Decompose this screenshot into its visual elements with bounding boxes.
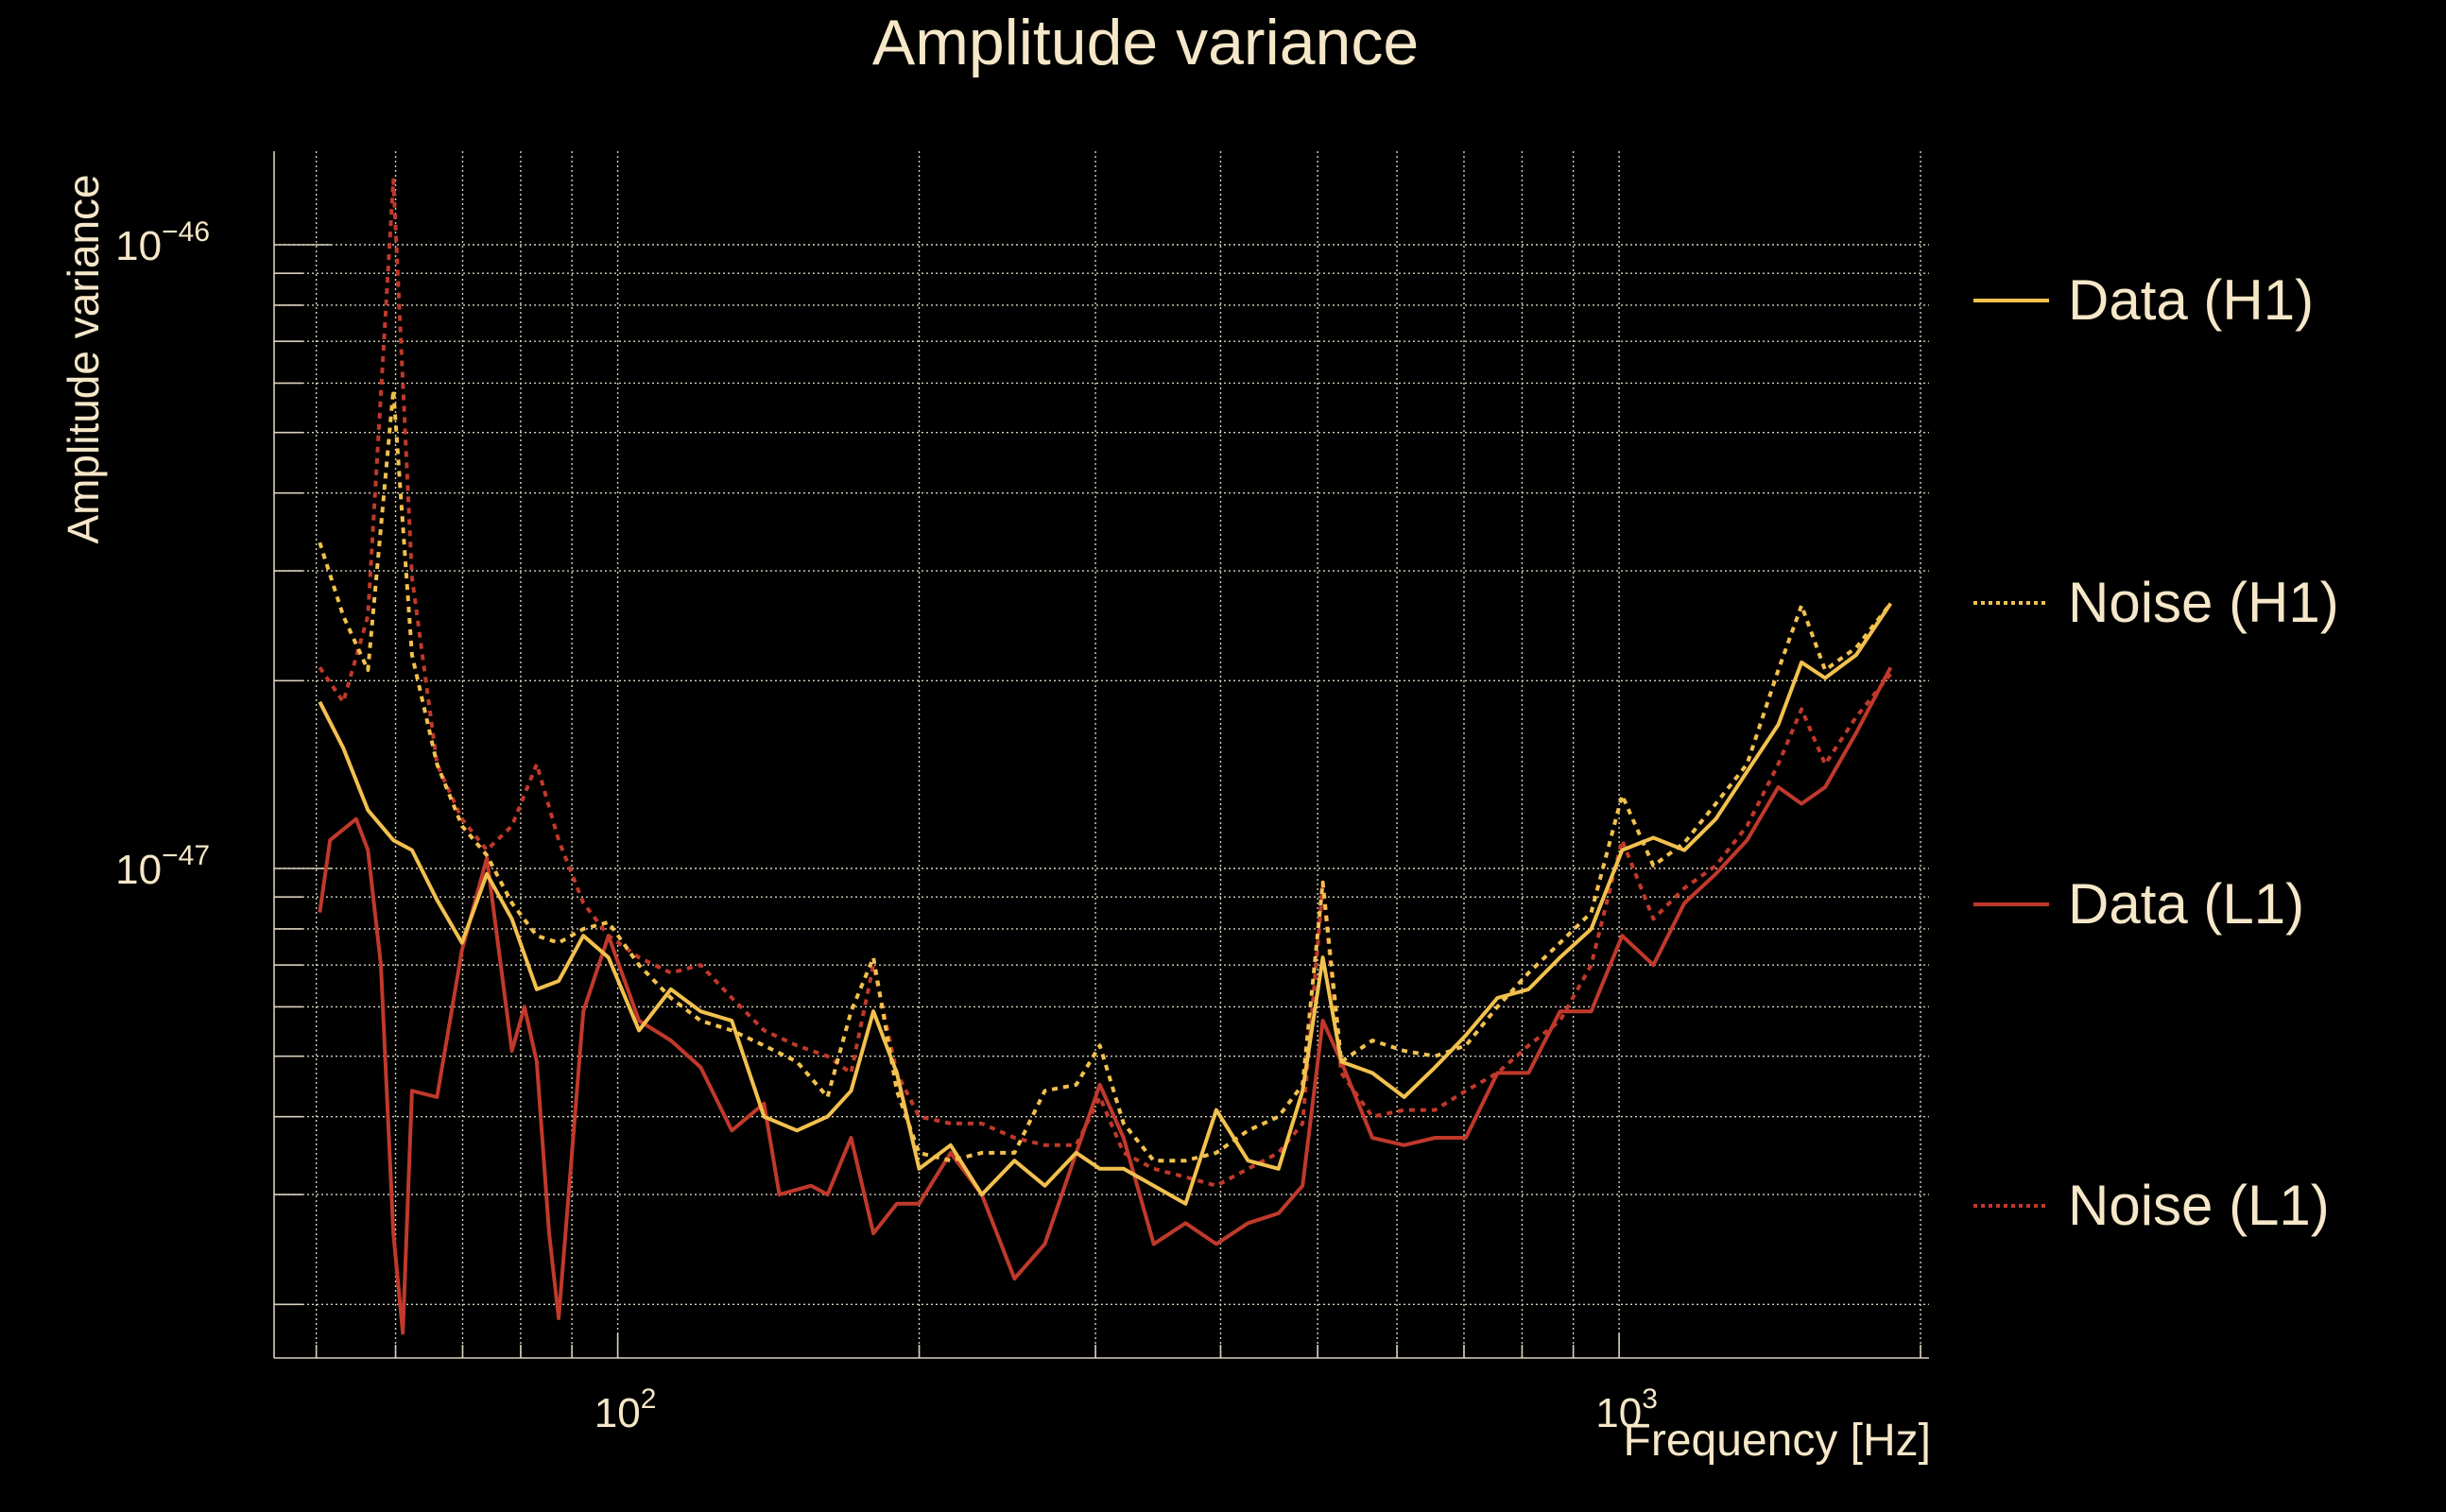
chart-title: Amplitude variance [872,7,1419,78]
legend-label: Data (L1) [2068,872,2304,936]
grid [274,151,1929,1358]
legend-item[interactable]: Noise (L1) [1973,1174,2330,1237]
series-line-noise-l1 [318,178,1892,1188]
y-tick-label: 10−46 [115,216,210,269]
y-axis-label: Amplitude variance [59,174,108,543]
legend-label: Noise (L1) [2068,1174,2330,1237]
x-axis-label: Frequency [Hz] [1624,1416,1931,1466]
series-line-noise-h1 [318,387,1892,1163]
series-line-data-h1 [318,602,1893,1206]
y-tick-label-base: 10 [115,847,162,893]
x-tick-label-base: 10 [594,1390,641,1436]
legend-item[interactable]: Noise (H1) [1973,571,2339,634]
legend-item[interactable]: Data (H1) [1973,268,2314,332]
legend-label: Noise (H1) [2068,571,2339,634]
legend[interactable]: Data (H1) Noise (H1) Data (L1) Noise (L1) [1973,268,2339,1237]
axes [273,151,1929,1359]
legend-label: Data (H1) [2068,268,2314,332]
y-tick-label: 10−47 [115,840,210,893]
y-tick-label-base: 10 [115,223,162,269]
x-tick-label-exponent: 3 [1642,1383,1658,1415]
x-tick-label: 103 [1595,1383,1658,1436]
y-tick-label-exponent: −46 [162,216,210,248]
x-tick-label-base: 10 [1595,1390,1642,1436]
x-tick-label-exponent: 2 [641,1383,657,1415]
legend-item[interactable]: Data (L1) [1973,872,2304,936]
y-tick-label-exponent: −47 [162,840,210,871]
x-tick-label: 102 [594,1383,657,1436]
plot-area [318,178,1893,1335]
